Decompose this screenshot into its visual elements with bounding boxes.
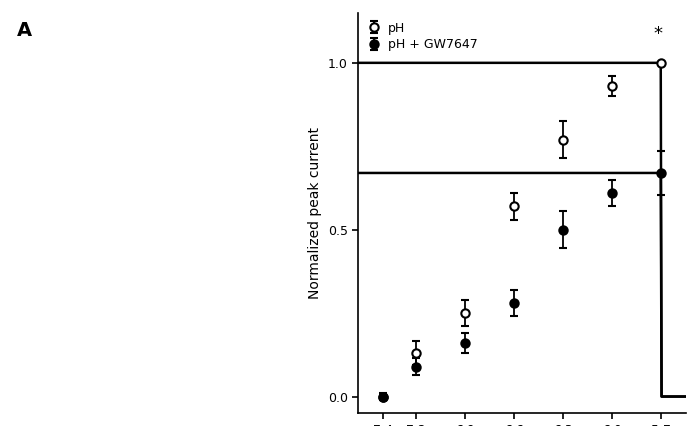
- Text: *: *: [653, 25, 662, 43]
- Legend: pH, pH + GW7647: pH, pH + GW7647: [365, 19, 480, 54]
- Y-axis label: Normalized peak current: Normalized peak current: [308, 127, 322, 299]
- Text: A: A: [18, 21, 32, 40]
- Text: B: B: [319, 0, 334, 1]
